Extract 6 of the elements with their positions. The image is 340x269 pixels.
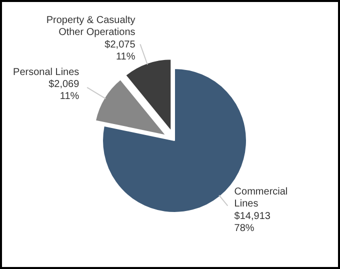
slice-label: Personal Lines xyxy=(13,66,80,78)
data-label: $2,069 11% xyxy=(48,78,80,102)
data-label: $14,913 78% xyxy=(234,210,271,234)
slice-label: Commercial Lines xyxy=(234,186,288,210)
data-label: $2,075 11% xyxy=(104,39,136,62)
slice-label: Property & Casualty Other Operations xyxy=(46,15,136,38)
